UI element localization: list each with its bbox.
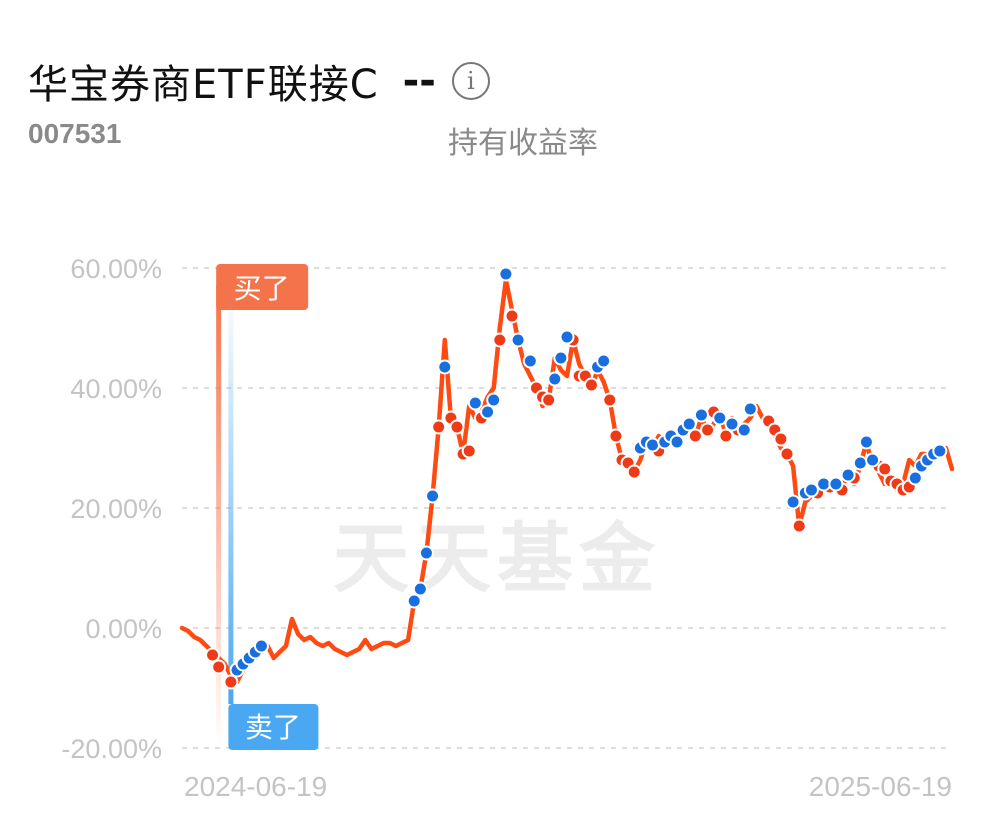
sell-point: [425, 488, 441, 504]
buy-point: [877, 461, 893, 477]
sell-point: [724, 416, 740, 432]
sell-marker-badge[interactable]: [228, 704, 319, 750]
sell-point: [852, 455, 868, 471]
sell-point: [406, 593, 422, 609]
sell-point: [932, 443, 948, 459]
sell-point: [840, 467, 856, 483]
sell-point: [559, 329, 575, 345]
sell-point: [547, 371, 563, 387]
buy-marker-badge[interactable]: [216, 264, 309, 310]
fund-code: 007531: [28, 118, 122, 149]
sell-point: [480, 404, 496, 420]
sell-point: [693, 407, 709, 423]
y-tick-label: -20.00%: [61, 734, 162, 764]
fund-name: 华宝券商ETF联接C: [28, 62, 379, 108]
sell-marker-line: [228, 286, 234, 704]
sell-point: [816, 476, 832, 492]
sell-point: [412, 581, 428, 597]
buy-point: [449, 419, 465, 435]
sell-point: [596, 353, 612, 369]
buy-point: [773, 431, 789, 447]
sell-point: [437, 359, 453, 375]
sell-point: [803, 482, 819, 498]
sell-point: [253, 638, 269, 654]
watermark: 天天基金: [333, 514, 661, 603]
y-tick-label: 60.00%: [70, 254, 162, 284]
buy-marker-label: 买了: [234, 272, 290, 305]
buy-point: [602, 392, 618, 408]
y-tick-label: 40.00%: [70, 374, 162, 404]
buy-point: [492, 332, 508, 348]
y-tick-label: 0.00%: [85, 614, 162, 644]
buy-marker-line: [216, 286, 222, 748]
sell-point: [510, 332, 526, 348]
buy-point: [211, 659, 227, 675]
sell-point: [742, 401, 758, 417]
grid-lines: [182, 267, 952, 749]
buy-point: [583, 377, 599, 393]
holding-return-chart[interactable]: -20.00% 0.00% 20.00% 40.00% 60.00% 天天基金 买了卖了…: [0, 230, 995, 821]
sell-point: [467, 395, 483, 411]
sell-point: [681, 416, 697, 432]
sell-point: [418, 545, 434, 561]
y-axis-ticks: -20.00% 0.00% 20.00% 40.00% 60.00%: [61, 254, 162, 764]
sell-point: [498, 266, 514, 282]
buy-point: [687, 428, 703, 444]
buy-point: [791, 518, 807, 534]
holding-return-value: --: [402, 58, 436, 104]
buy-point: [718, 428, 734, 444]
y-tick-label: 20.00%: [70, 494, 162, 524]
x-tick-label: 2024-06-19: [184, 771, 327, 802]
sell-point: [785, 494, 801, 510]
sell-point: [907, 470, 923, 486]
sell-marker-label: 卖了: [245, 711, 301, 744]
trade-dots: [205, 266, 948, 690]
sell-point: [736, 422, 752, 438]
holding-return-label: 持有收益率: [448, 126, 598, 161]
buy-point: [779, 446, 795, 462]
buy-point: [223, 674, 239, 690]
buy-point: [700, 422, 716, 438]
buy-point: [626, 464, 642, 480]
x-axis-ticks: 2024-06-19 2025-06-19: [184, 771, 952, 802]
sell-point: [828, 476, 844, 492]
sell-point: [669, 434, 685, 450]
sell-point: [858, 434, 874, 450]
sell-point: [486, 392, 502, 408]
buy-point: [608, 428, 624, 444]
sell-point: [522, 353, 538, 369]
x-tick-label: 2025-06-19: [809, 771, 952, 802]
sell-point: [712, 410, 728, 426]
sell-point: [865, 452, 881, 468]
info-circle-icon[interactable]: i: [451, 62, 490, 100]
sell-point: [553, 350, 569, 366]
buy-point: [541, 392, 557, 408]
title-row: 华宝券商ETF联接C -- i: [28, 52, 490, 110]
buy-point: [205, 647, 221, 663]
buy-point: [504, 308, 520, 324]
sell-point: [645, 437, 661, 453]
buy-point: [431, 419, 447, 435]
buy-point: [461, 443, 477, 459]
